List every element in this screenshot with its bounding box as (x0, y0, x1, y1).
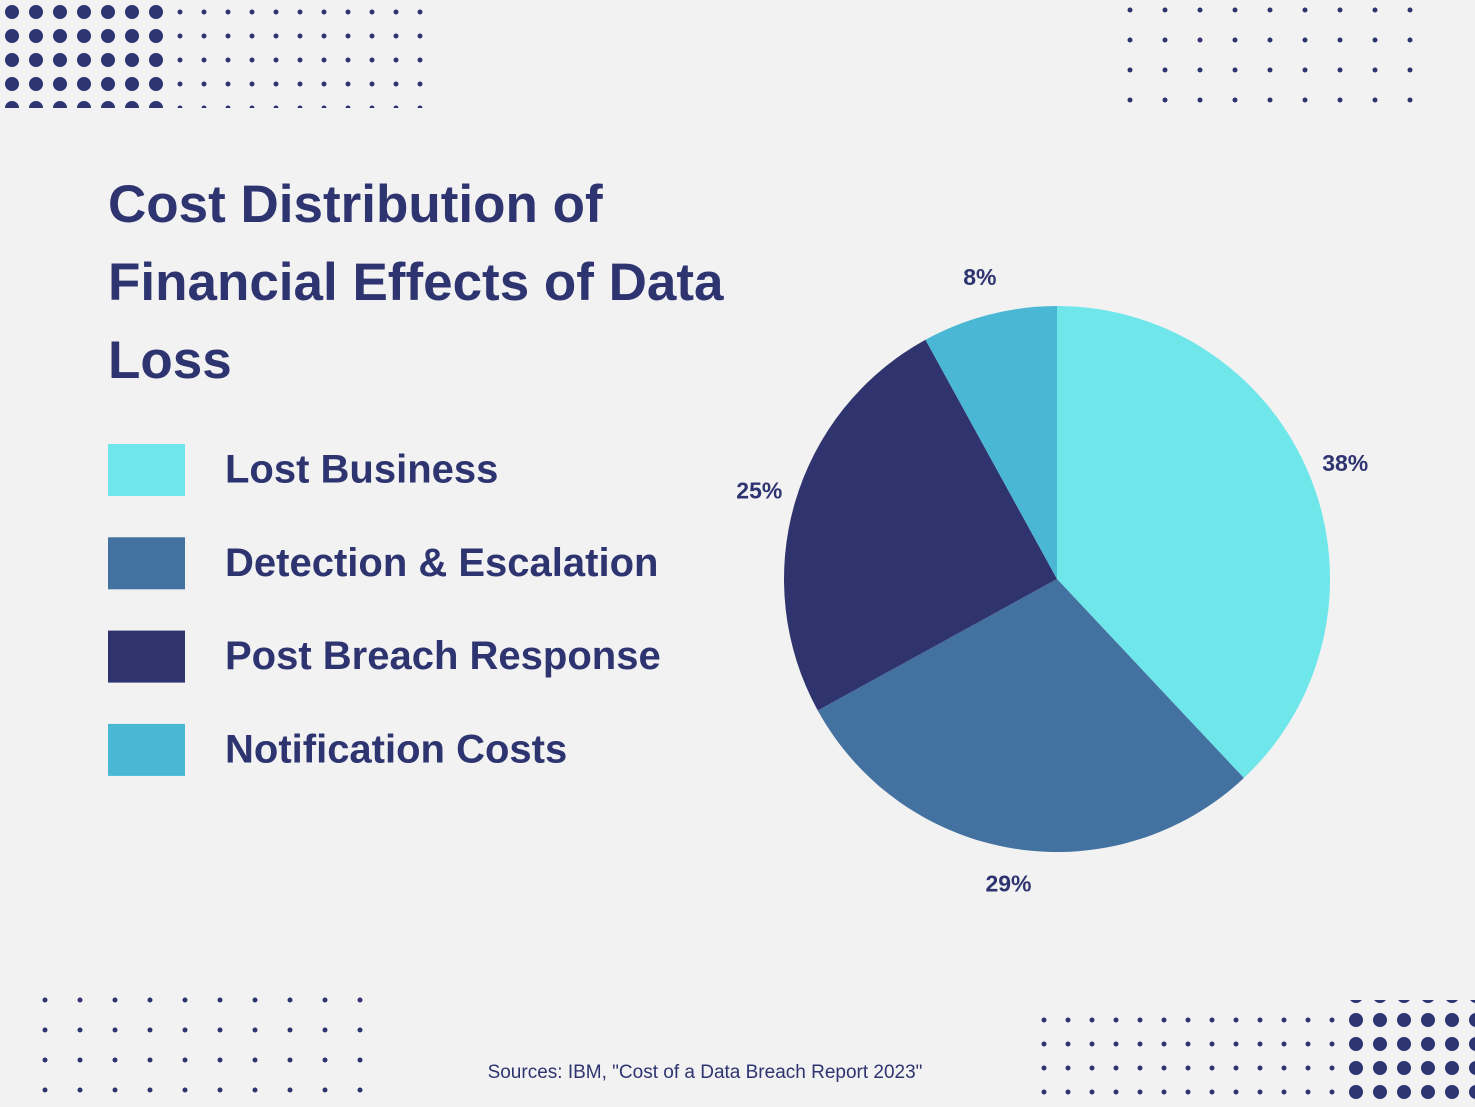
data-label: 29% (985, 870, 1031, 896)
source-note: Sources: IBM, "Cost of a Data Breach Rep… (487, 1062, 923, 1083)
decor-dots (1340, 1000, 1475, 1107)
data-label: 38% (1322, 450, 1368, 476)
pie-slice (925, 306, 1057, 579)
decor-dots (1040, 1000, 1340, 1107)
pie-slice (817, 579, 1244, 852)
chart-title: Cost Distribution of Financial Effects o… (108, 175, 724, 390)
decor-dots (15, 995, 375, 1107)
legend-label: Lost Business (225, 448, 498, 492)
legend-label: Detection & Escalation (225, 541, 658, 585)
legend-label: Notification Costs (225, 727, 567, 771)
decor-dots (170, 0, 430, 108)
decor-dots (0, 0, 170, 108)
pie-slice (1057, 306, 1330, 779)
data-label: 8% (963, 264, 996, 290)
data-label: 25% (736, 478, 782, 504)
decor-dots (1100, 0, 1440, 110)
legend-label: Post Breach Response (225, 634, 661, 678)
legend-swatch (108, 723, 185, 776)
legend-swatch (108, 630, 185, 683)
pie-slice (783, 339, 1057, 711)
legend-swatch (108, 444, 185, 496)
legend-swatch (108, 537, 185, 590)
